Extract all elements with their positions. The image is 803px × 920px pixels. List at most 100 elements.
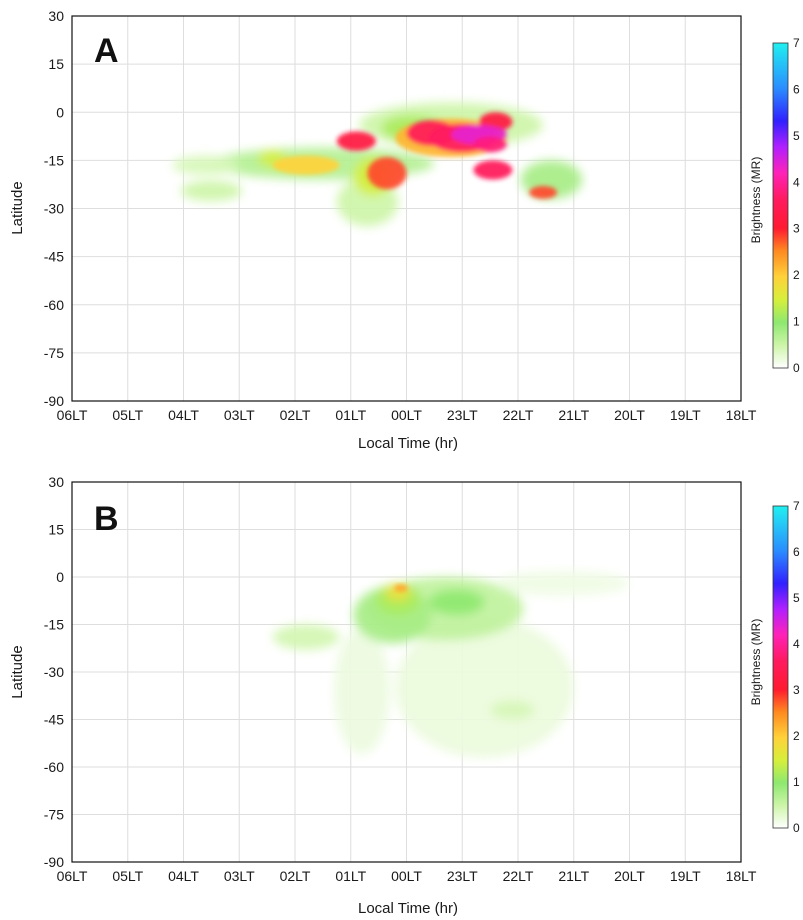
- heatmap-cell: [473, 136, 507, 153]
- colorbar-tick-label: 2: [793, 729, 800, 743]
- colorbar-tick-label: 4: [793, 637, 800, 651]
- heatmap-cell: [428, 589, 485, 615]
- y-tick-label: -30: [44, 664, 64, 680]
- grid-a: [71, 15, 742, 402]
- colorbar-tick-label: 2: [793, 268, 800, 282]
- y-tick-label: -90: [44, 393, 64, 409]
- y-tick-label: 30: [48, 8, 64, 24]
- x-tick-label: 00LT: [391, 407, 422, 423]
- heatmap-a-detail: [272, 112, 558, 199]
- x-tick-label: 23LT: [447, 868, 478, 884]
- colorbar-tick-label: 7: [793, 499, 800, 513]
- y-tick-labels-b: 30 15 0 -15 -30 -45 -60 -75 -90: [44, 474, 64, 870]
- x-tick-label: 18LT: [726, 868, 757, 884]
- y-tick-label: -60: [44, 297, 64, 313]
- y-tick-label: -75: [44, 345, 64, 361]
- heatmap-b-clip: [272, 570, 630, 758]
- y-tick-label: -60: [44, 759, 64, 775]
- x-axis-label-b: Local Time (hr): [358, 900, 458, 917]
- x-tick-label: 06LT: [57, 868, 88, 884]
- y-tick-label: -90: [44, 854, 64, 870]
- colorbar-tick-label: 7: [793, 36, 800, 50]
- x-axis-label-a: Local Time (hr): [358, 435, 458, 452]
- colorbar-tick-label: 0: [793, 361, 800, 375]
- colorbar-label-b: Brightness (MR): [749, 619, 763, 706]
- heatmap-cell: [367, 157, 407, 190]
- heatmap-cell: [336, 131, 376, 151]
- panel-label-b: B: [94, 500, 119, 538]
- x-tick-label: 02LT: [280, 407, 311, 423]
- y-tick-label: 0: [56, 569, 64, 585]
- y-tick-label: 30: [48, 474, 64, 490]
- y-axis-label-b: Latitude: [9, 645, 26, 698]
- x-tick-label: 19LT: [670, 868, 701, 884]
- y-tick-label: -15: [44, 617, 64, 633]
- colorbar-tick-label: 3: [793, 683, 800, 697]
- y-tick-label: -75: [44, 807, 64, 823]
- colorbar-gradient: [772, 42, 789, 369]
- y-tick-label: -30: [44, 201, 64, 217]
- colorbar-tick-label: 1: [793, 315, 800, 329]
- heatmap-cell: [473, 160, 513, 180]
- x-tick-label: 04LT: [168, 868, 199, 884]
- x-tick-label: 00LT: [391, 868, 422, 884]
- heatmap-cell: [272, 624, 340, 650]
- colorbar-tick-label: 4: [793, 175, 800, 189]
- x-tick-label: 03LT: [224, 407, 255, 423]
- heatmap-cell: [172, 155, 240, 175]
- y-tick-label: -15: [44, 152, 64, 168]
- panel-a: 06LT 05LT 04LT 03LT 02LT 01LT 00LT 23LT 22LT 21LT…: [9, 8, 800, 452]
- x-tick-label: 21LT: [558, 407, 589, 423]
- heatmap-b: [272, 570, 630, 758]
- x-tick-label: 02LT: [280, 868, 311, 884]
- x-tick-label: 05LT: [112, 868, 143, 884]
- x-tick-label: 20LT: [614, 407, 645, 423]
- y-axis-label-a: Latitude: [9, 181, 26, 234]
- x-tick-label: 22LT: [503, 407, 534, 423]
- plot-frame-b: [71, 481, 742, 863]
- x-tick-label: 05LT: [112, 407, 143, 423]
- colorbar-tick-label: 0: [793, 821, 800, 835]
- heatmap-cell: [180, 180, 243, 202]
- colorbar-b: 0 1 2 3 4 5 6 7: [772, 499, 800, 835]
- heatmap-cell: [334, 627, 390, 755]
- y-tick-label: 15: [48, 522, 64, 538]
- heatmap-cell: [395, 618, 574, 758]
- heatmap-cell: [529, 186, 558, 199]
- panel-b: 06LT 05LT 04LT 03LT 02LT 01LT 00LT 23LT 22LT 21LT…: [9, 474, 800, 917]
- colorbar-tick-label: 5: [793, 129, 800, 143]
- plot-frame-a: [71, 15, 742, 402]
- colorbar-tick-label: 6: [793, 82, 800, 96]
- x-tick-label: 06LT: [57, 407, 88, 423]
- x-tick-label: 19LT: [670, 407, 701, 423]
- colorbar-a: 0 1 2 3 4 5 6 7: [772, 36, 800, 375]
- colorbar-tick-label: 5: [793, 591, 800, 605]
- heatmap-b-detail: [394, 584, 408, 592]
- y-tick-label: 15: [48, 56, 64, 72]
- heatmap-cell: [490, 700, 535, 720]
- colorbar-tick-label: 6: [793, 545, 800, 559]
- y-tick-label: -45: [44, 249, 64, 265]
- y-tick-label: -45: [44, 712, 64, 728]
- x-tick-label: 18LT: [726, 407, 757, 423]
- colorbar-gradient: [772, 505, 789, 829]
- x-tick-label: 03LT: [224, 868, 255, 884]
- panel-label-a: A: [94, 32, 119, 70]
- x-tick-label: 21LT: [558, 868, 589, 884]
- colorbar-label-a: Brightness (MR): [749, 157, 763, 244]
- x-tick-label: 01LT: [335, 407, 366, 423]
- x-tick-label: 01LT: [335, 868, 366, 884]
- y-tick-label: 0: [56, 104, 64, 120]
- x-tick-label: 04LT: [168, 407, 199, 423]
- x-tick-label: 22LT: [503, 868, 534, 884]
- heatmap-a-clip: [172, 102, 583, 227]
- colorbar-tick-label: 1: [793, 775, 800, 789]
- x-tick-label: 23LT: [447, 407, 478, 423]
- heatmap-cell: [495, 570, 630, 596]
- colorbar-tick-label: 3: [793, 222, 800, 236]
- x-tick-labels-b: 06LT 05LT 04LT 03LT 02LT 01LT 00LT 23LT 22LT 21LT…: [57, 868, 757, 884]
- heatmap-cell: [272, 155, 340, 175]
- heatmap-cell: [394, 584, 408, 592]
- x-tick-labels-a: 06LT 05LT 04LT 03LT 02LT 01LT 00LT 23LT 22LT 21LT…: [57, 407, 757, 423]
